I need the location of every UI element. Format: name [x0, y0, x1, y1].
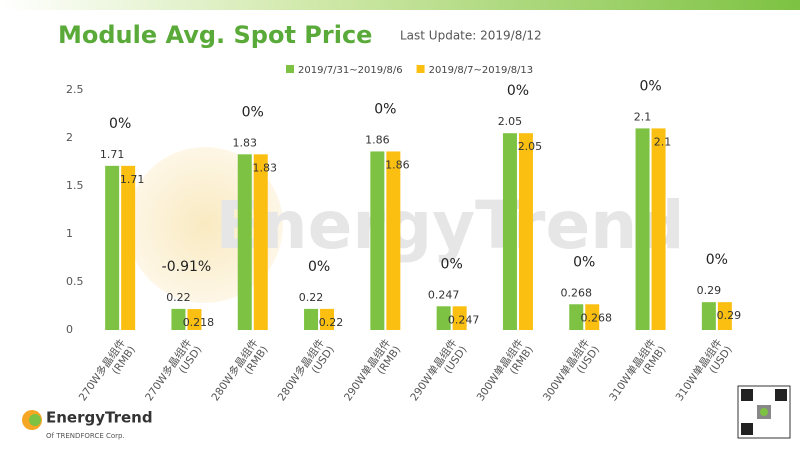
x-tick-label: 280W多晶组件(USD): [275, 337, 337, 411]
value-label: 0.22: [319, 316, 344, 329]
value-label: 0.268: [561, 286, 593, 299]
value-label: 0.268: [581, 311, 613, 324]
change-label: 0%: [573, 254, 595, 270]
value-label: 1.83: [253, 161, 278, 174]
y-tick-label: 0: [66, 323, 73, 336]
qr-icon: [760, 408, 768, 416]
bar: [717, 302, 732, 330]
change-label: 0%: [242, 104, 264, 120]
legend: 2019/7/31~2019/8/6 2019/8/7~2019/8/13: [286, 65, 533, 76]
bar: [187, 309, 202, 330]
change-label: 0%: [109, 116, 131, 132]
value-label: 1.86: [365, 133, 390, 146]
value-label: 0.29: [697, 284, 722, 297]
value-label: 1.71: [120, 173, 145, 186]
bar: [452, 306, 467, 330]
x-tick-label: 290W单晶组件(USD): [407, 337, 469, 411]
bar: [105, 165, 120, 330]
x-tick-label: 300W单晶组件(USD): [540, 337, 602, 411]
change-label: 0%: [308, 259, 330, 275]
value-label: 0.218: [183, 316, 215, 329]
qr-finder: [775, 389, 787, 401]
logo-icon: [29, 414, 41, 426]
qr-finder: [741, 423, 753, 435]
y-tick-label: 0.5: [66, 275, 84, 288]
x-tick-label: 300W单晶组件(RMB): [474, 337, 536, 411]
x-tick-label: 270W多晶组件(RMB): [76, 337, 138, 411]
bar: [253, 154, 268, 330]
value-label: 0.247: [428, 288, 460, 301]
y-tick-label: 1.5: [66, 179, 84, 192]
watermark: EnergyTrend: [216, 187, 685, 264]
value-label: 2.05: [518, 140, 543, 153]
logo-name: EnergyTrend: [46, 409, 153, 427]
legend-label: 2019/8/7~2019/8/13: [429, 65, 534, 76]
value-label: 0.22: [166, 291, 191, 304]
logo-tagline: Of TRENDFORCE Corp.: [46, 432, 125, 440]
chart-title: Module Avg. Spot Price: [58, 21, 372, 49]
bar: [701, 302, 716, 330]
value-label: 1.83: [233, 136, 258, 149]
bar: [370, 151, 385, 330]
value-label: 1.86: [385, 158, 410, 171]
value-label: 2.05: [498, 115, 523, 128]
change-label: 0%: [639, 78, 661, 94]
value-label: 1.71: [100, 148, 125, 161]
value-label: 2.1: [634, 110, 652, 123]
bar: [502, 133, 517, 330]
bar: [121, 165, 136, 330]
change-label: 0%: [441, 256, 463, 272]
value-label: 0.22: [299, 291, 324, 304]
brand-logo: EnergyTrend Of TRENDFORCE Corp.: [22, 409, 153, 440]
change-label: 0%: [507, 83, 529, 99]
qr-finder: [741, 389, 753, 401]
bar: [651, 128, 666, 330]
bar: [386, 151, 401, 330]
change-label: 0%: [374, 101, 396, 117]
value-label: 0.29: [717, 309, 742, 322]
qr-code: [737, 385, 791, 439]
y-tick-label: 1: [66, 227, 73, 240]
subtitle: Last Update: 2019/8/12: [400, 29, 542, 43]
bar: [436, 306, 451, 330]
legend-swatch: [416, 65, 425, 73]
bar: [171, 308, 186, 330]
bar: [237, 154, 252, 330]
legend-label: 2019/7/31~2019/8/6: [298, 65, 403, 76]
bar: [304, 308, 319, 330]
legend-swatch: [286, 65, 294, 73]
bar: [320, 308, 335, 330]
x-tick-label: 280W多晶组件(RMB): [209, 337, 271, 411]
y-tick-label: 2: [66, 131, 73, 144]
bar: [635, 128, 650, 330]
top-band: [0, 0, 800, 10]
value-label: 0.247: [448, 313, 480, 326]
bar: [585, 304, 600, 330]
x-tick-label: 310W单晶组件(RMB): [606, 337, 668, 411]
y-tick-label: 2.5: [66, 83, 84, 96]
x-tick-label: 270W多晶组件(USD): [142, 337, 204, 411]
x-tick-label: 310W单晶组件(USD): [673, 337, 735, 411]
change-label: -0.91%: [162, 259, 212, 275]
bar: [569, 304, 584, 330]
x-tick-label: 290W单晶组件(RMB): [341, 337, 403, 411]
value-label: 2.1: [654, 135, 672, 148]
change-label: 0%: [706, 252, 728, 268]
bar: [518, 133, 533, 330]
